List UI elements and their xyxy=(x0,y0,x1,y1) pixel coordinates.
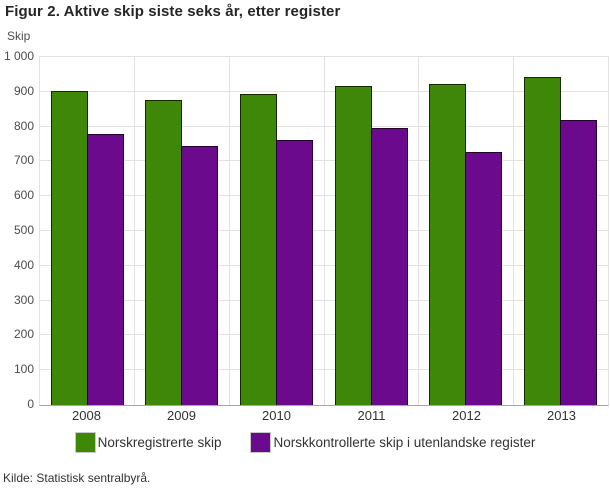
bar-group-2012 xyxy=(419,57,514,405)
legend-label: Norskregistrerte skip xyxy=(97,435,222,450)
bar-2011-norskkontrollerte xyxy=(370,128,408,405)
x-tick-label: 2011 xyxy=(357,408,386,423)
y-tick-label: 200 xyxy=(13,327,34,342)
legend-label: Norskkontrollerte skip i utenlandske reg… xyxy=(273,435,536,450)
x-axis-labels: 2008 2009 2010 2011 2012 2013 xyxy=(39,408,609,423)
x-tick-label: 2009 xyxy=(167,408,196,423)
y-tick-label: 500 xyxy=(13,223,34,237)
y-tick-label: 100 xyxy=(13,362,34,377)
y-tick-label: 300 xyxy=(13,292,34,307)
legend-item-norskregistrerte: Norskregistrerte skip xyxy=(74,432,222,453)
y-tick-label: 400 xyxy=(13,257,34,272)
chart-title: Figur 2. Aktive skip siste seks år, ette… xyxy=(5,3,341,20)
x-tick-label: 2008 xyxy=(72,408,101,423)
bar-2013-norskregistrerte xyxy=(524,77,562,405)
bar-group-2011 xyxy=(324,57,419,405)
bar-2009-norskkontrollerte xyxy=(181,146,219,405)
x-tick-label: 2012 xyxy=(452,408,481,423)
y-tick-label: 600 xyxy=(13,188,34,203)
legend-swatch-purple xyxy=(250,432,272,453)
bar-group-2008 xyxy=(40,57,135,405)
bar-2010-norskregistrerte xyxy=(240,94,278,405)
y-axis-labels: 0 100 200 300 400 500 600 700 800 900 1 000 xyxy=(0,49,34,411)
bar-2008-norskkontrollerte xyxy=(86,134,124,405)
gridline-vertical xyxy=(134,57,136,405)
x-tick-label: 2010 xyxy=(262,408,291,423)
bar-group-2013 xyxy=(513,57,608,405)
plot-area xyxy=(39,56,609,406)
y-tick-label: 1 000 xyxy=(3,49,34,63)
y-axis-unit-label: Skip xyxy=(7,29,31,43)
bar-2012-norskkontrollerte xyxy=(465,152,503,405)
gridline-vertical xyxy=(228,57,230,405)
bar-2010-norskkontrollerte xyxy=(276,140,314,405)
y-tick-label: 900 xyxy=(13,83,34,98)
source-note: Kilde: Statistisk sentralbyrå. xyxy=(3,471,151,485)
y-tick-label: 800 xyxy=(13,118,34,133)
y-tick-label: 700 xyxy=(13,153,34,168)
bar-2008-norskregistrerte xyxy=(50,91,88,405)
bar-group-2009 xyxy=(135,57,230,405)
bar-2012-norskregistrerte xyxy=(429,84,467,405)
gridline-vertical xyxy=(418,57,420,405)
bar-2011-norskregistrerte xyxy=(334,86,372,405)
gridline-vertical xyxy=(323,57,325,405)
bar-group-2010 xyxy=(229,57,324,405)
y-tick-label: 0 xyxy=(27,397,34,411)
bar-2013-norskkontrollerte xyxy=(560,120,598,405)
legend-item-norskkontrollerte: Norskkontrollerte skip i utenlandske reg… xyxy=(250,432,535,453)
bar-2009-norskregistrerte xyxy=(145,100,183,405)
x-tick-label: 2013 xyxy=(547,408,576,423)
gridline-vertical xyxy=(512,57,514,405)
legend-swatch-green xyxy=(74,432,96,453)
legend: Norskregistrerte skip Norskkontrollerte … xyxy=(0,432,610,453)
